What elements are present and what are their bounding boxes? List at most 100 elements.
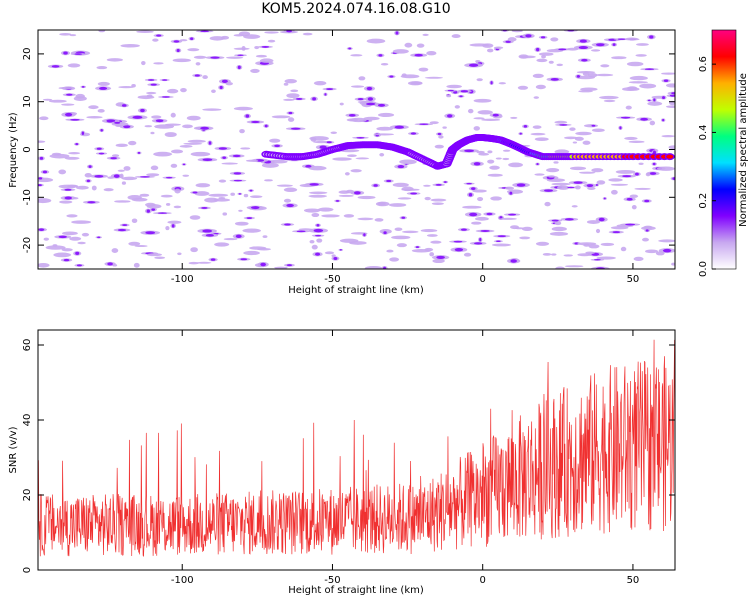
noise-blob	[477, 196, 484, 202]
noise-core	[669, 94, 675, 97]
noise-core	[286, 203, 294, 208]
noise-blob	[578, 171, 596, 174]
noise-blob	[202, 108, 222, 111]
noise-core	[378, 54, 383, 57]
noise-blob	[422, 33, 429, 36]
y-tick-label: 40	[22, 414, 33, 427]
noise-core	[113, 174, 120, 178]
noise-blob	[73, 96, 87, 102]
noise-blob	[578, 90, 593, 93]
noise-blob	[625, 105, 632, 110]
noise-blob	[442, 126, 447, 129]
noise-core	[558, 48, 567, 51]
noise-blob	[386, 249, 394, 253]
noise-blob	[303, 208, 321, 213]
noise-blob	[357, 195, 376, 200]
noise-blob	[375, 133, 395, 136]
noise-blob	[242, 228, 261, 233]
noise-core	[94, 174, 104, 178]
noise-blob	[313, 80, 327, 86]
noise-blob	[128, 140, 137, 146]
spectrogram-noise	[38, 30, 675, 269]
noise-core	[598, 217, 605, 222]
noise-core	[150, 83, 157, 86]
noise-core	[205, 233, 214, 237]
noise-core	[146, 209, 150, 213]
noise-blob	[514, 227, 525, 230]
noise-core	[519, 132, 522, 135]
noise-core	[145, 231, 156, 235]
noise-blob	[302, 32, 313, 36]
noise-core	[246, 217, 253, 220]
noise-core	[348, 47, 352, 50]
noise-blob	[221, 162, 238, 165]
noise-blob	[631, 204, 637, 210]
noise-blob	[629, 75, 648, 81]
noise-blob	[645, 172, 651, 177]
noise-blob	[397, 197, 412, 200]
noise-core	[245, 114, 250, 118]
noise-core	[373, 184, 378, 187]
noise-blob	[59, 200, 73, 204]
noise-blob	[596, 180, 606, 185]
noise-blob	[38, 198, 52, 204]
noise-core	[567, 186, 575, 189]
noise-core	[622, 175, 632, 178]
noise-blob	[317, 207, 334, 212]
noise-core	[312, 97, 316, 101]
noise-blob	[350, 85, 365, 88]
noise-blob	[600, 64, 610, 68]
noise-core	[540, 36, 546, 39]
noise-core	[492, 113, 499, 117]
noise-core	[523, 125, 528, 128]
noise-blob	[195, 62, 201, 66]
spectrogram-y-ticks: -20 -10 0 10 20	[22, 48, 675, 253]
noise-core	[640, 117, 649, 121]
noise-core	[123, 125, 131, 129]
noise-blob	[262, 235, 268, 239]
noise-core	[591, 124, 596, 127]
noise-core	[139, 176, 150, 178]
noise-blob	[489, 165, 500, 170]
colorbar-tick-label: 0.6	[698, 56, 709, 72]
noise-blob	[620, 246, 627, 252]
noise-core	[286, 30, 292, 33]
noise-blob	[225, 82, 233, 86]
noise-blob	[554, 221, 562, 226]
noise-core	[626, 197, 633, 201]
noise-core	[496, 240, 501, 242]
noise-blob	[608, 178, 623, 182]
noise-core	[353, 191, 361, 195]
noise-blob	[241, 46, 246, 51]
noise-core	[649, 172, 657, 175]
noise-blob	[556, 63, 563, 67]
noise-core	[106, 119, 116, 123]
noise-blob	[611, 189, 618, 195]
x-tick-label: -100	[171, 575, 194, 586]
noise-blob	[668, 145, 675, 150]
noise-core	[466, 182, 472, 185]
noise-core	[415, 246, 420, 249]
noise-core	[446, 114, 453, 118]
noise-blob	[374, 218, 384, 222]
noise-blob	[276, 184, 293, 187]
noise-blob	[641, 226, 656, 231]
noise-core	[586, 184, 594, 188]
noise-core	[326, 141, 332, 144]
noise-core	[210, 56, 220, 59]
noise-core	[64, 196, 73, 200]
noise-blob	[240, 147, 251, 150]
noise-blob	[634, 187, 651, 190]
noise-blob	[117, 169, 125, 172]
noise-blob	[58, 184, 78, 189]
noise-blob	[283, 98, 295, 101]
noise-blob	[564, 265, 584, 268]
noise-blob	[420, 229, 438, 233]
noise-blob	[495, 157, 502, 160]
noise-blob	[629, 194, 639, 198]
noise-blob	[115, 143, 128, 148]
noise-blob	[532, 125, 542, 129]
noise-blob	[188, 261, 200, 265]
noise-blob	[238, 209, 243, 212]
